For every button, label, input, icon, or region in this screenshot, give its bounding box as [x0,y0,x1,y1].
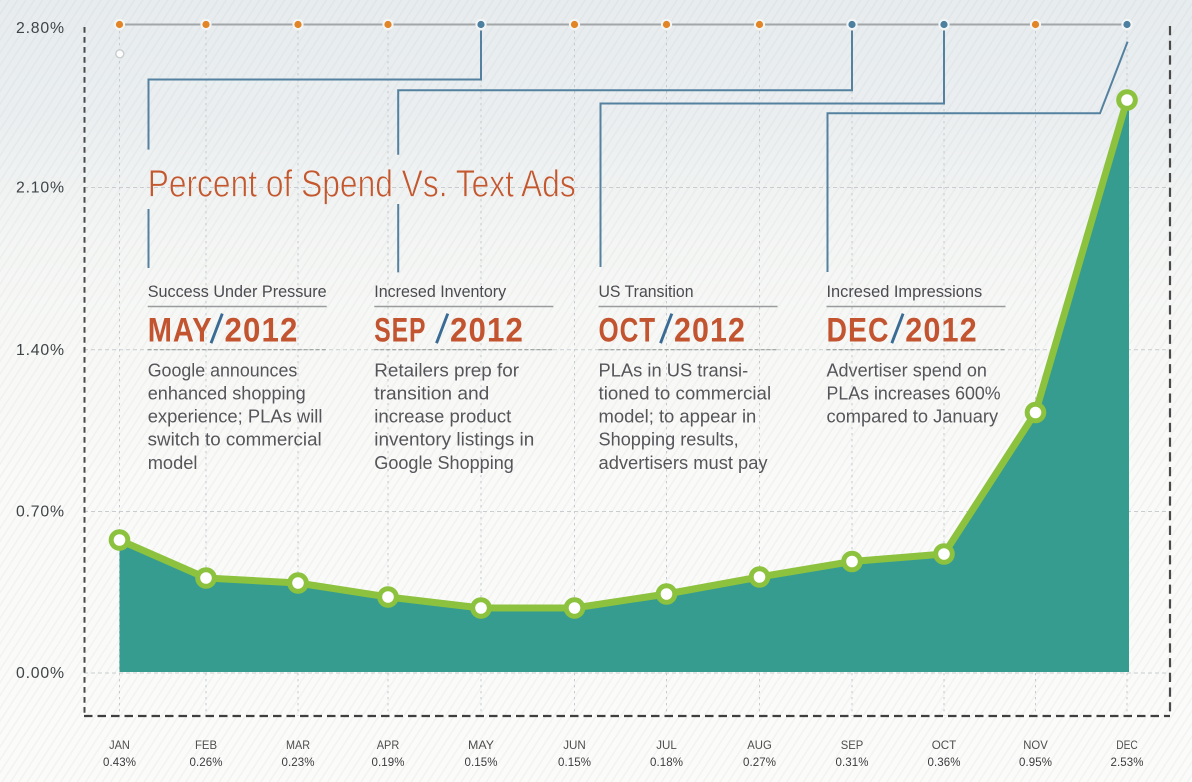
svg-text:MAY: MAY [148,311,213,349]
svg-text:enhanced shopping: enhanced shopping [148,383,306,404]
svg-text:0.23%: 0.23% [282,757,315,769]
svg-text:0.95%: 0.95% [1019,757,1052,769]
svg-text:advertisers must pay: advertisers must pay [599,452,769,473]
svg-text:JAN: JAN [109,739,130,752]
svg-text:SEP: SEP [841,739,864,752]
svg-text:0.19%: 0.19% [372,757,405,769]
svg-text:2012: 2012 [674,311,746,349]
svg-text:0.00%: 0.00% [16,665,64,682]
svg-text:0.18%: 0.18% [650,757,683,769]
svg-text:model: model [148,452,198,473]
svg-text:experience; PLAs will: experience; PLAs will [148,406,323,427]
svg-text:increase product: increase product [374,406,511,427]
svg-text:SEP: SEP [374,311,426,349]
svg-text:0.31%: 0.31% [836,757,869,769]
svg-text:PLAs increases 600%: PLAs increases 600% [827,383,1001,404]
svg-text:2012: 2012 [225,311,299,349]
svg-text:tioned to commercial: tioned to commercial [599,383,772,404]
svg-text:compared to January: compared to January [827,406,999,427]
svg-text:DEC: DEC [1116,739,1138,752]
svg-text:Retailers prep for: Retailers prep for [374,360,519,381]
svg-text:OCT: OCT [599,311,657,349]
svg-text:US Transition: US Transition [599,282,694,301]
svg-text:FEB: FEB [195,739,217,752]
svg-text:0.15%: 0.15% [558,757,591,769]
svg-text:0.70%: 0.70% [16,504,64,521]
svg-text:2012: 2012 [905,311,978,349]
svg-text:MAY: MAY [468,739,494,752]
svg-text:OCT: OCT [932,739,957,752]
svg-text:model; to appear in: model; to appear in [599,406,757,427]
svg-text:0.15%: 0.15% [465,757,498,769]
svg-text:APR: APR [377,739,400,752]
svg-text:JUL: JUL [656,739,677,752]
svg-text:0.36%: 0.36% [928,757,961,769]
svg-text:inventory listings in: inventory listings in [374,429,534,450]
svg-text:2.10%: 2.10% [16,180,64,197]
svg-text:transition and: transition and [374,383,489,404]
svg-text:Incresed Inventory: Incresed Inventory [374,282,506,301]
svg-text:switch to commercial: switch to commercial [148,429,322,450]
svg-text:Google announces: Google announces [148,360,298,381]
svg-text:2.80%: 2.80% [16,20,64,37]
svg-text:Percent of Spend Vs. Text Ads: Percent of Spend Vs. Text Ads [148,164,576,206]
svg-text:Incresed Impressions: Incresed Impressions [827,282,983,301]
svg-text:0.27%: 0.27% [743,757,776,769]
svg-text:JUN: JUN [563,739,586,752]
svg-text:2.53%: 2.53% [1111,757,1144,769]
svg-text:0.43%: 0.43% [103,757,136,769]
svg-text:Advertiser spend on: Advertiser spend on [827,360,987,381]
svg-text:2012: 2012 [450,311,524,349]
svg-text:DEC: DEC [827,311,890,349]
svg-text:Shopping results,: Shopping results, [599,429,739,450]
svg-text:Google Shopping: Google Shopping [374,452,514,473]
svg-text:1.40%: 1.40% [16,342,64,359]
svg-text:Success Under Pressure: Success Under Pressure [148,282,327,301]
svg-text:NOV: NOV [1023,739,1048,752]
svg-text:0.26%: 0.26% [190,757,223,769]
svg-text:AUG: AUG [747,739,772,752]
svg-text:MAR: MAR [286,739,310,752]
svg-text:PLAs in US transi-: PLAs in US transi- [599,360,749,381]
